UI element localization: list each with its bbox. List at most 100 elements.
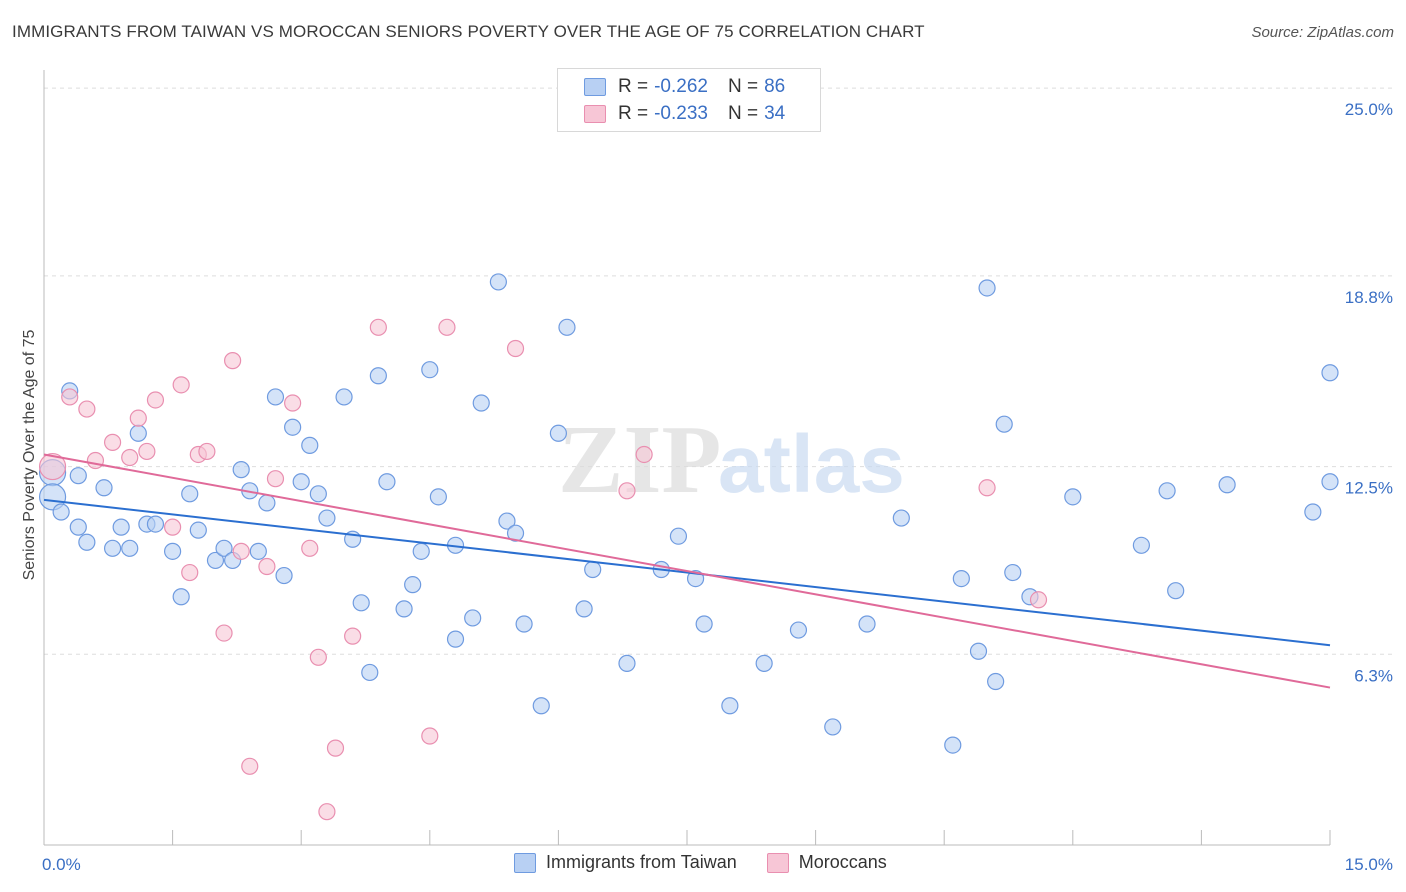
legend-row-moroccans: R = -0.233 N = 34	[584, 102, 785, 126]
taiwan-point	[206, 551, 225, 570]
taiwan-point	[969, 642, 988, 660]
taiwan-point	[69, 467, 87, 485]
taiwan-point	[789, 621, 808, 639]
taiwan-point	[292, 473, 310, 491]
taiwan-point	[575, 600, 593, 618]
taiwan-point	[172, 588, 190, 606]
taiwan-point	[464, 609, 482, 627]
taiwan-point	[146, 515, 165, 533]
legend-swatch-moroccans	[766, 852, 789, 873]
taiwan-point	[446, 630, 465, 648]
legend-n-label: N =	[727, 103, 759, 124]
taiwan-point	[412, 542, 430, 560]
legend-r-value: -0.262	[654, 76, 708, 97]
chart-title: IMMIGRANTS FROM TAIWAN VS MOROCCAN SENIO…	[12, 22, 925, 41]
moroccan-point	[61, 388, 79, 406]
taiwan-point	[618, 654, 636, 672]
taiwan-point	[309, 485, 327, 503]
taiwan-point	[69, 518, 87, 536]
legend-swatch-taiwan	[584, 78, 606, 96]
y-tick-label: 18.8%	[1345, 288, 1393, 307]
taiwan-point	[258, 494, 276, 512]
legend-r-label: R =	[618, 103, 649, 124]
taiwan-point	[215, 539, 233, 557]
legend-row-taiwan: R = -0.262 N = 86	[584, 75, 785, 99]
taiwan-point	[489, 273, 507, 291]
moroccan-point	[86, 451, 105, 470]
y-tick-label: 25.0%	[1345, 100, 1393, 119]
moroccan-point	[635, 445, 653, 464]
taiwan-point	[361, 663, 379, 682]
taiwan-point	[721, 697, 739, 715]
series-legend: Immigrants from Taiwan Moroccans	[514, 852, 917, 873]
moroccan-point	[266, 470, 285, 488]
taiwan-point	[112, 518, 130, 536]
moroccan-point	[309, 648, 327, 666]
taiwan-point	[301, 436, 319, 454]
taiwan-point	[472, 394, 490, 412]
taiwan-point	[558, 318, 576, 336]
legend-item-taiwan[interactable]: Immigrants from Taiwan	[514, 852, 737, 873]
moroccan-point	[215, 624, 233, 642]
taiwan-point	[129, 424, 147, 442]
moroccan-point	[1029, 591, 1048, 609]
taiwan-point	[395, 600, 413, 618]
moroccan-point	[38, 452, 67, 481]
stats-legend: R = -0.262 N = 86 R = -0.233 N = 34	[557, 68, 821, 132]
moroccan-trend-line	[43, 453, 1331, 689]
moroccan-point	[506, 339, 525, 358]
taiwan-point	[249, 542, 267, 560]
taiwan-point	[369, 367, 387, 385]
moroccan-point	[284, 394, 302, 412]
moroccan-point	[138, 442, 156, 461]
taiwan-point	[1218, 476, 1236, 494]
legend-swatch-moroccans	[584, 105, 606, 123]
taiwan-point	[181, 485, 199, 503]
taiwan-point	[952, 569, 970, 588]
taiwan-point	[669, 527, 688, 545]
y-tick-label: 6.3%	[1354, 666, 1393, 685]
taiwan-point	[695, 615, 713, 633]
taiwan-point	[755, 654, 773, 672]
taiwan-point	[824, 718, 842, 736]
moroccan-point	[258, 557, 276, 576]
taiwan-point	[1132, 536, 1150, 554]
taiwan-point	[189, 521, 207, 539]
taiwan-point	[1158, 482, 1176, 500]
moroccan-point	[326, 739, 345, 757]
taiwan-point	[1004, 563, 1022, 582]
taiwan-trend-line	[43, 498, 1331, 647]
moroccan-point	[318, 803, 336, 821]
taiwan-point	[532, 697, 550, 715]
taiwan-point	[266, 388, 285, 406]
taiwan-point	[275, 566, 293, 585]
moroccan-point	[164, 518, 182, 536]
taiwan-point	[944, 736, 962, 754]
legend-item-moroccans[interactable]: Moroccans	[766, 852, 887, 873]
legend-n-value: 86	[764, 76, 786, 97]
taiwan-point	[164, 542, 182, 560]
moroccan-point	[618, 482, 636, 500]
taiwan-point	[95, 479, 113, 497]
moroccan-point	[232, 542, 250, 560]
moroccan-point	[369, 318, 387, 336]
moroccan-point	[978, 479, 996, 497]
taiwan-point	[858, 615, 876, 633]
legend-r-value: -0.233	[654, 103, 708, 124]
moroccan-point	[438, 318, 456, 336]
legend-n-label: N =	[727, 76, 759, 97]
taiwan-point	[232, 461, 250, 479]
legend-label-taiwan: Immigrants from Taiwan	[546, 852, 737, 872]
taiwan-point	[335, 388, 353, 406]
taiwan-point	[404, 576, 422, 594]
source-label: Source: ZipAtlas.com	[1251, 24, 1394, 41]
taiwan-point	[549, 424, 568, 442]
moroccan-point	[421, 727, 439, 745]
taiwan-point	[584, 560, 602, 579]
taiwan-point	[1167, 582, 1185, 600]
moroccan-point	[103, 433, 122, 451]
taiwan-point	[995, 415, 1013, 433]
taiwan-point	[978, 279, 996, 297]
legend-r-label: R =	[618, 76, 649, 97]
